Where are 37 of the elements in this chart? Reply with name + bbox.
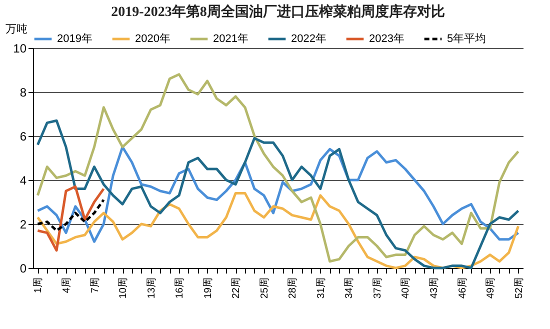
x-tick-label: 1周 xyxy=(33,278,44,294)
y-axis-title: 万吨 xyxy=(6,22,28,36)
legend-label: 2021年 xyxy=(213,33,248,45)
x-tick-label: 7周 xyxy=(90,278,101,294)
x-tick-label: 10周 xyxy=(118,278,130,299)
line-series xyxy=(36,198,105,232)
line-series xyxy=(36,119,520,270)
x-tick-label: 52周 xyxy=(514,278,525,299)
legend-label: 5年平均 xyxy=(447,33,486,45)
x-tick-label: 13周 xyxy=(146,278,158,299)
x-tick-label: 37周 xyxy=(372,278,384,299)
line-series xyxy=(36,73,520,263)
line-series xyxy=(36,192,520,270)
y-tick-label: 0 xyxy=(20,262,27,276)
x-tick-label: 19周 xyxy=(202,278,214,299)
x-tick-label: 43周 xyxy=(428,278,440,299)
y-tick-label: 10 xyxy=(13,42,27,56)
x-tick-label: 49周 xyxy=(486,278,497,299)
legend-label: 2023年 xyxy=(369,33,404,45)
x-tick-label: 34周 xyxy=(344,278,356,299)
y-tick-label: 8 xyxy=(20,86,27,100)
x-tick-label: 22周 xyxy=(231,278,242,299)
line-series xyxy=(36,185,105,252)
x-tick-label: 40周 xyxy=(400,278,412,299)
x-tick-label: 28周 xyxy=(288,278,299,299)
chart-title: 2019-2023年第8周全国油厂进口压榨菜粕周度库存对比 xyxy=(111,3,445,20)
y-tick-label: 6 xyxy=(20,130,27,144)
y-tick-label: 4 xyxy=(20,174,27,188)
x-tick-label: 31周 xyxy=(316,278,327,299)
x-tick-label: 16周 xyxy=(174,278,186,299)
legend-label: 2019年 xyxy=(57,33,92,45)
x-tick-label: 46周 xyxy=(457,278,468,299)
y-tick-label: 2 xyxy=(20,218,27,232)
x-tick-label: 25周 xyxy=(259,278,270,299)
legend-label: 2020年 xyxy=(135,33,170,45)
x-tick-label: 4周 xyxy=(61,278,72,294)
legend-label: 2022年 xyxy=(291,33,326,45)
